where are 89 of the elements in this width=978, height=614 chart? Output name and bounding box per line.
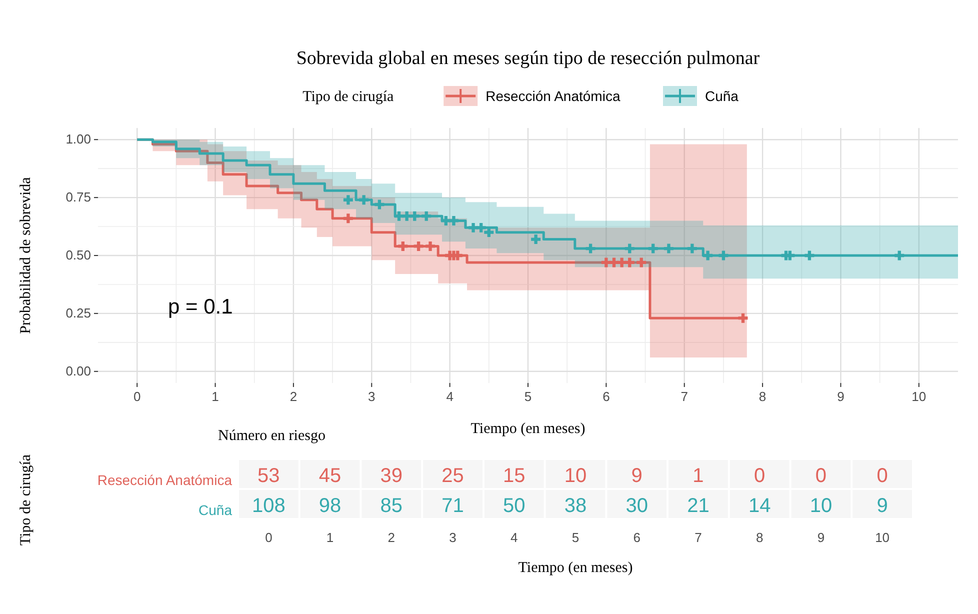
x-tick-label: 8 — [758, 389, 766, 404]
data-label: 108 — [252, 495, 286, 517]
chart-title: Número en riesgo — [218, 428, 326, 444]
data-label: 30 — [626, 495, 648, 517]
x-tick-label: 7 — [694, 530, 702, 545]
point — [468, 222, 478, 232]
x-tick-label: 3 — [449, 530, 456, 545]
data-label: 53 — [258, 465, 280, 487]
chart-title: Sobrevida global en meses según tipo de resección pulmonar — [296, 48, 760, 69]
point — [738, 313, 748, 323]
x-tick-label: 4 — [446, 389, 454, 404]
point — [636, 258, 646, 268]
data-label: 10 — [810, 495, 832, 517]
data-label: 0 — [754, 465, 766, 487]
data-label: 0 — [876, 465, 888, 487]
x-tick-label: 4 — [510, 530, 518, 545]
data-label: 38 — [564, 495, 587, 517]
y-tick-label: 1.00 — [66, 132, 91, 147]
point — [894, 250, 904, 260]
x-tick-label: 2 — [290, 389, 298, 404]
x-axis-title: Tiempo (en meses) — [518, 560, 633, 576]
y-tick-label: 0.75 — [66, 190, 91, 205]
point — [648, 244, 658, 254]
x-tick-label: 9 — [817, 530, 825, 545]
y-axis-title: Probabilidad de sobrevida — [18, 176, 34, 334]
point — [687, 244, 697, 254]
x-tick-label: 0 — [133, 389, 141, 404]
point — [441, 216, 451, 226]
y-axis-title: Tipo de cirugía — [18, 454, 34, 546]
point — [601, 258, 611, 268]
point — [586, 244, 596, 254]
x-tick-label: 7 — [680, 389, 688, 404]
data-label: 98 — [318, 495, 342, 517]
data-label: 25 — [442, 465, 464, 487]
data-label: 9 — [631, 465, 642, 487]
data-label: 10 — [564, 465, 587, 487]
point — [531, 234, 541, 244]
x-tick-label: 3 — [368, 389, 376, 404]
data-label: 0 — [815, 465, 827, 487]
x-tick-label: 0 — [265, 530, 272, 545]
point — [359, 195, 369, 205]
point — [402, 211, 412, 221]
point — [343, 195, 353, 205]
data-label: 9 — [876, 495, 888, 517]
y-tick-label: 0.25 — [66, 305, 91, 320]
point — [448, 216, 458, 226]
data-label: 85 — [380, 495, 403, 517]
data-label: 1 — [692, 465, 704, 487]
point — [484, 228, 494, 238]
point — [410, 211, 420, 221]
x-tick-label: 10 — [875, 530, 890, 545]
point — [624, 258, 634, 268]
point — [398, 241, 408, 251]
point — [718, 250, 728, 260]
point — [426, 241, 436, 251]
x-tick-label: 8 — [756, 530, 764, 545]
point — [617, 258, 627, 268]
x-tick-label: 5 — [572, 530, 580, 545]
y-tick-label: 0.50 — [66, 248, 91, 262]
data-label: 21 — [687, 495, 710, 517]
annotation: p = 0.1 — [168, 295, 233, 318]
legend-title: Tipo de cirugía — [302, 89, 394, 105]
data-label: 71 — [442, 495, 464, 517]
y-tick-label: 0.00 — [66, 363, 91, 378]
point — [804, 250, 814, 260]
data-label: 39 — [380, 465, 403, 487]
point — [624, 244, 634, 254]
legend-label: Cuña — [705, 88, 739, 104]
data-label: 45 — [318, 465, 342, 487]
x-axis-title: Tiempo (en meses) — [470, 421, 586, 437]
x-tick-label: 1 — [212, 389, 219, 404]
point — [703, 250, 713, 260]
point — [422, 211, 432, 221]
x-tick-label: 2 — [388, 530, 396, 545]
data-label: 14 — [748, 495, 771, 517]
data-label: 15 — [503, 465, 526, 487]
legend-label: Resección Anatómica — [486, 88, 620, 104]
point — [374, 200, 384, 210]
point — [414, 241, 424, 251]
point — [664, 244, 674, 254]
x-tick-label: 5 — [524, 389, 532, 404]
x-tick-label: 10 — [912, 389, 926, 404]
point — [476, 222, 486, 232]
x-tick-label: 1 — [326, 530, 334, 545]
x-tick-label: 6 — [602, 389, 610, 404]
x-tick-label: 6 — [633, 530, 640, 545]
data-label: 50 — [503, 495, 526, 517]
point — [343, 214, 353, 224]
x-tick-label: 9 — [837, 389, 844, 404]
